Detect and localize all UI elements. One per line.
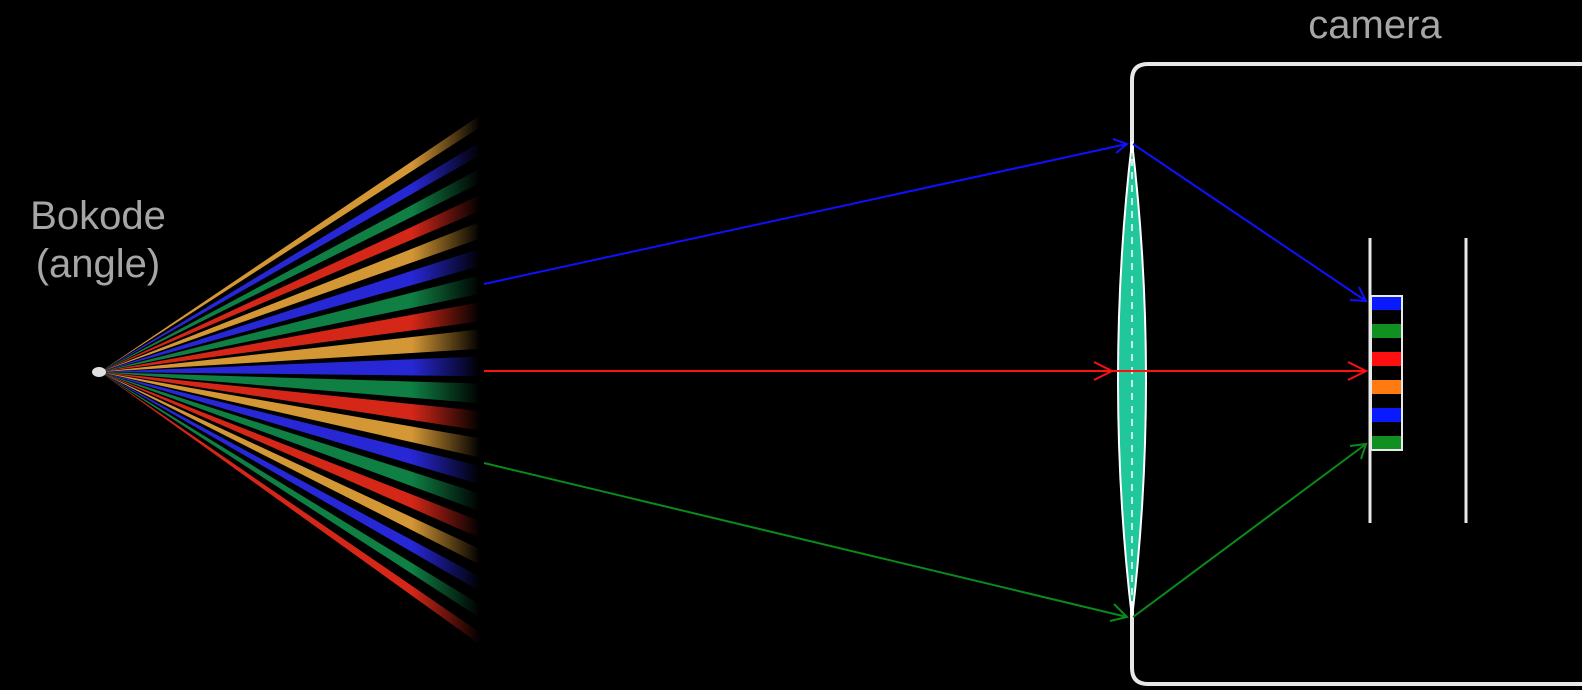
code-cell xyxy=(1371,394,1402,408)
ray-green-incoming xyxy=(483,462,1128,618)
fan-beam xyxy=(100,372,485,622)
arrowhead-blue-lens xyxy=(1112,138,1130,154)
code-cell xyxy=(1371,436,1402,450)
ray-blue-incoming xyxy=(483,143,1128,285)
fan-beam xyxy=(100,274,485,372)
fan-beam xyxy=(100,372,485,568)
code-cell xyxy=(1371,380,1402,394)
light-rays xyxy=(483,138,1369,622)
arrowhead-green-lens xyxy=(1109,603,1129,622)
code-cell xyxy=(1371,310,1402,324)
code-cell xyxy=(1371,408,1402,422)
arrowhead-red-sensor xyxy=(1347,361,1369,381)
fan-beam xyxy=(100,301,485,372)
fan-beam xyxy=(100,192,485,372)
fan-beam xyxy=(100,372,485,404)
bokode-label-line1: Bokode xyxy=(30,194,166,238)
code-cell xyxy=(1371,422,1402,436)
fan-beam xyxy=(100,219,485,372)
fan-beam xyxy=(100,247,485,372)
bokode-label-line2: (angle) xyxy=(35,242,161,286)
fan-beam xyxy=(100,165,485,372)
arrowhead-blue-sensor xyxy=(1349,286,1368,303)
arrowhead-green-sensor xyxy=(1349,442,1368,460)
fan-beam xyxy=(100,372,485,595)
fan-beam xyxy=(100,372,485,541)
fan-beam xyxy=(100,372,485,459)
ray-green-refracted xyxy=(1132,443,1367,618)
camera-body xyxy=(1130,62,1582,686)
fan-beam xyxy=(100,112,485,372)
bokode-label: Bokode (angle) xyxy=(8,192,188,288)
code-border xyxy=(1370,295,1403,451)
code-cell xyxy=(1371,324,1402,338)
code-cell xyxy=(1371,338,1402,352)
camera-label: camera xyxy=(1308,3,1442,47)
arrowhead-red-lens xyxy=(1093,361,1115,381)
fan-beam xyxy=(100,372,485,648)
bokode-fan xyxy=(100,112,485,648)
code-cell xyxy=(1371,366,1402,380)
code-pattern xyxy=(1370,295,1403,451)
fan-beam xyxy=(100,328,485,372)
fan-beam xyxy=(100,356,485,377)
fan-beam xyxy=(100,372,485,513)
fan-beam xyxy=(100,372,485,486)
fan-beam xyxy=(100,138,485,372)
fan-beam xyxy=(100,372,485,432)
ray-blue-refracted xyxy=(1132,143,1367,302)
bokode-point xyxy=(92,367,106,377)
code-cell xyxy=(1371,296,1402,310)
code-cell xyxy=(1371,352,1402,366)
